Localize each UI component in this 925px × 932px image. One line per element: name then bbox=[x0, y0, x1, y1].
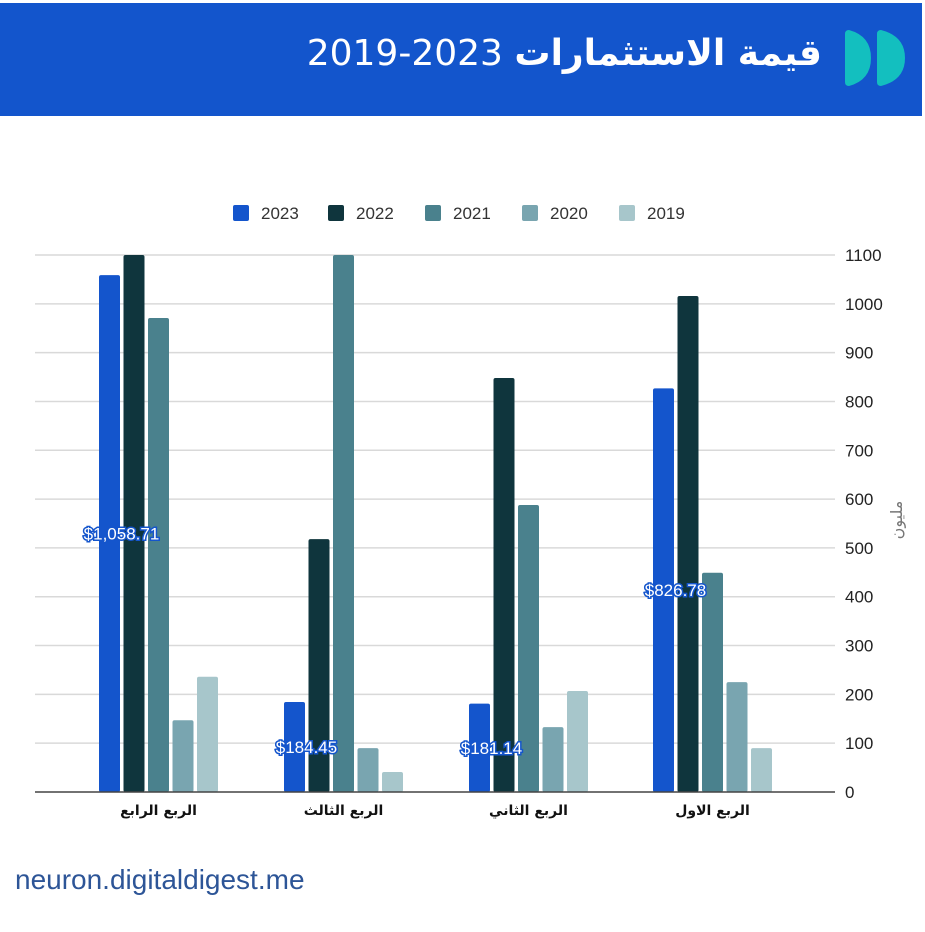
bar-2022-q3 bbox=[493, 378, 515, 792]
y-tick-label: 300 bbox=[845, 637, 873, 656]
legend-item-2022[interactable]: 2022 bbox=[328, 204, 394, 223]
header-banner: قيمة الاستثمارات 2023-2019 bbox=[0, 3, 922, 116]
footer-site-url[interactable]: neuron.digitaldigest.me bbox=[15, 864, 305, 895]
y-axis-title: مليون bbox=[887, 501, 907, 540]
x-tick-label: الربع الاول bbox=[675, 803, 750, 819]
bars bbox=[99, 255, 772, 793]
legend-swatch bbox=[619, 205, 635, 221]
y-tick-label: 1100 bbox=[845, 246, 882, 265]
bar-2021-q3 bbox=[518, 504, 539, 792]
bar-2023-q3 bbox=[469, 703, 490, 792]
bar-2023-q1 bbox=[99, 275, 120, 793]
x-tick-label: الربع الرابع bbox=[120, 803, 197, 819]
logo-left-half bbox=[845, 30, 871, 86]
legend-item-2023[interactable]: 2023 bbox=[233, 204, 299, 223]
bar-2020-q3 bbox=[542, 727, 564, 792]
legend-swatch bbox=[425, 205, 441, 221]
legend-item-2019[interactable]: 2019 bbox=[619, 204, 685, 223]
legend-swatch bbox=[328, 205, 344, 221]
bar-2019-q4 bbox=[751, 748, 772, 792]
legend-label: 2019 bbox=[647, 204, 685, 223]
y-tick-label: 1000 bbox=[845, 295, 883, 314]
title-years: 2023-2019 bbox=[306, 33, 503, 74]
data-label-2023: $184.45 bbox=[276, 738, 337, 757]
legend-swatch bbox=[522, 205, 538, 221]
y-axis-ticks: 0 100 200 300 400 500 600 700 800 900 1000 1100 bbox=[845, 246, 883, 802]
x-axis-labels: الربع الرابع الربع الثالث الربع الثاني الرب… bbox=[120, 803, 750, 819]
page-title: قيمة الاستثمارات 2023-2019 bbox=[307, 33, 822, 74]
y-tick-label: 0 bbox=[845, 783, 854, 802]
data-label-2023: $181.14 bbox=[461, 739, 522, 758]
bar-2019-q1 bbox=[197, 676, 218, 792]
bar-2021-q4 bbox=[702, 572, 723, 792]
title-arabic: قيمة الاستثمارات bbox=[514, 33, 822, 74]
y-tick-label: 800 bbox=[845, 392, 873, 411]
bar-2023-q4 bbox=[653, 388, 674, 792]
y-tick-label: 200 bbox=[845, 685, 873, 704]
bar-2019-q3 bbox=[567, 690, 588, 792]
legend-swatch bbox=[233, 205, 249, 221]
bar-chart: 2023 2022 2021 2020 2019 0 100 200 300 400 500 600… bbox=[35, 204, 907, 819]
bar-2020-q4 bbox=[726, 682, 748, 792]
legend-label: 2022 bbox=[356, 204, 394, 223]
legend-label: 2021 bbox=[453, 204, 491, 223]
y-tick-label: 100 bbox=[845, 734, 873, 753]
bar-2019-q2 bbox=[382, 771, 403, 792]
bar-2022-q1 bbox=[123, 255, 145, 792]
y-tick-label: 900 bbox=[845, 344, 873, 363]
legend-label: 2023 bbox=[261, 204, 299, 223]
bar-2022-q4 bbox=[677, 296, 699, 792]
y-tick-label: 700 bbox=[845, 441, 873, 460]
y-tick-label: 600 bbox=[845, 490, 873, 509]
bar-2020-q1 bbox=[172, 720, 194, 792]
bar-2021-q2 bbox=[333, 255, 354, 792]
legend-item-2020[interactable]: 2020 bbox=[522, 204, 588, 223]
bar-2021-q1 bbox=[148, 317, 169, 792]
data-label-2023: $1,058.71 bbox=[84, 525, 160, 544]
x-tick-label: الربع الثاني bbox=[489, 803, 568, 819]
data-label-2023: $826.78 bbox=[645, 581, 706, 600]
legend-item-2021[interactable]: 2021 bbox=[425, 204, 491, 223]
y-tick-label: 400 bbox=[845, 588, 873, 607]
y-tick-label: 500 bbox=[845, 539, 873, 558]
legend: 2023 2022 2021 2020 2019 bbox=[233, 204, 685, 223]
logo-right-half bbox=[877, 30, 905, 86]
x-tick-label: الربع الثالث bbox=[304, 803, 384, 819]
data-labels: $1,058.71 $184.45 $181.14 $826.78 bbox=[82, 523, 708, 759]
legend-label: 2020 bbox=[550, 204, 588, 223]
bar-2023-q2 bbox=[284, 701, 305, 792]
bar-2020-q2 bbox=[357, 748, 379, 792]
bar-2022-q2 bbox=[308, 539, 330, 792]
double-d-logo-icon bbox=[845, 30, 905, 86]
